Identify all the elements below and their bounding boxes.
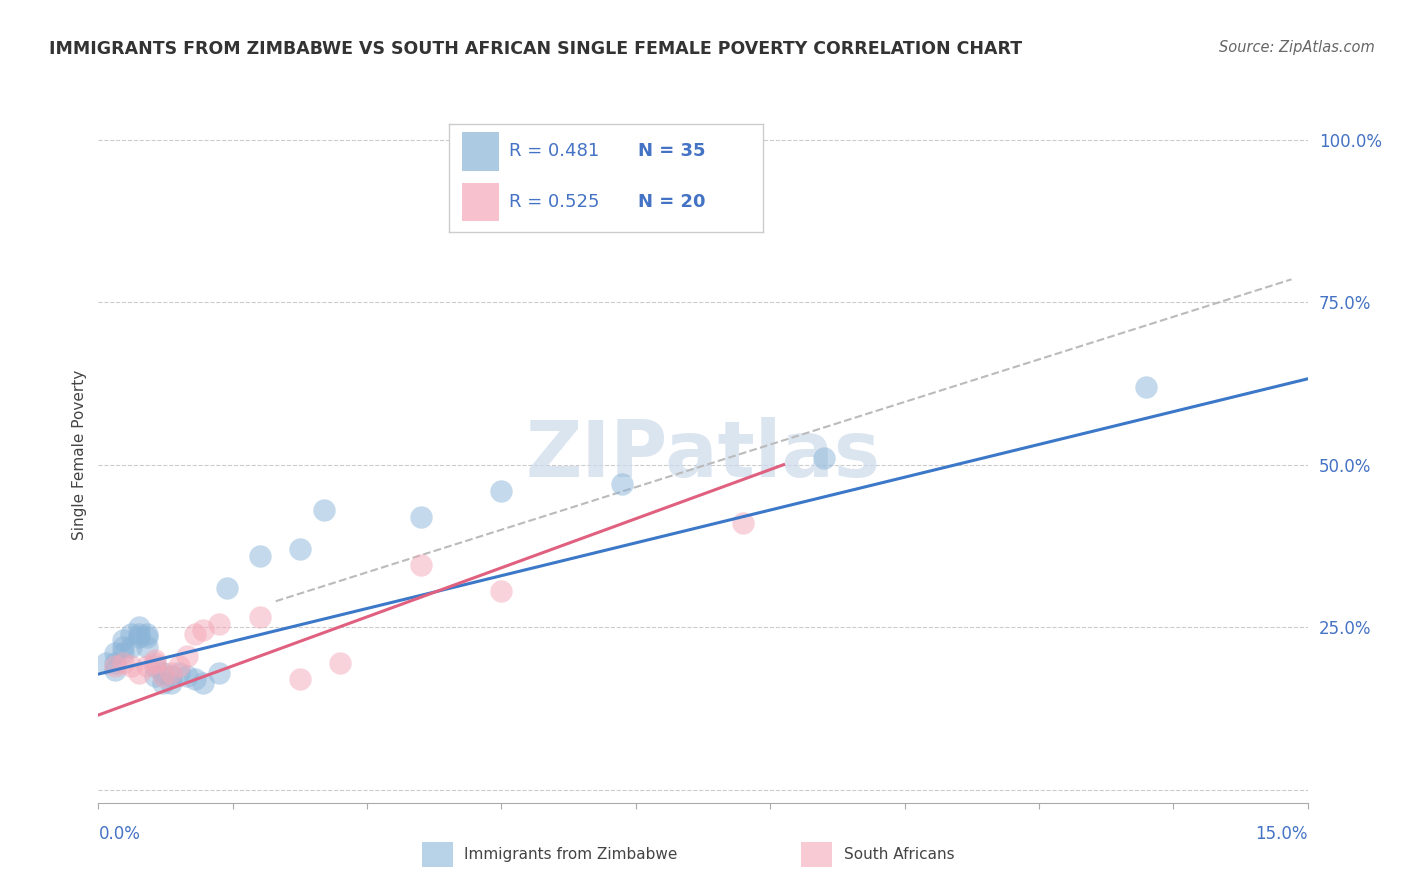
Point (152, 669, 174, 683)
Point (160, 665, 183, 680)
Point (249, 549, 271, 563)
Text: 0.0%: 0.0% (98, 825, 141, 843)
Point (96, 656, 118, 670)
Text: Source: ZipAtlas.com: Source: ZipAtlas.com (1219, 40, 1375, 55)
Point (491, 483, 513, 498)
Point (128, 630, 150, 644)
Point (167, 659, 190, 673)
Point (193, 675, 215, 690)
Point (128, 620, 150, 634)
Point (152, 665, 174, 680)
Point (217, 581, 239, 595)
Text: IMMIGRANTS FROM ZIMBABWE VS SOUTH AFRICAN SINGLE FEMALE POVERTY CORRELATION CHAR: IMMIGRANTS FROM ZIMBABWE VS SOUTH AFRICA… (49, 40, 1022, 58)
FancyBboxPatch shape (461, 183, 499, 221)
Point (491, 584, 513, 599)
Point (184, 626, 207, 640)
Point (111, 656, 134, 670)
Point (160, 675, 183, 690)
Point (1135, 379, 1157, 393)
Point (143, 669, 166, 683)
Point (193, 624, 215, 638)
Point (128, 626, 150, 640)
Point (288, 542, 311, 557)
Text: N = 20: N = 20 (638, 193, 706, 211)
Point (176, 649, 198, 664)
Point (184, 672, 207, 686)
Point (128, 665, 150, 680)
Text: South Africans: South Africans (844, 847, 955, 862)
Point (120, 640, 142, 654)
Text: R = 0.481: R = 0.481 (509, 143, 599, 161)
Point (160, 669, 183, 683)
Text: 15.0%: 15.0% (1256, 825, 1308, 843)
Point (143, 656, 166, 670)
Point (111, 646, 134, 660)
Y-axis label: Single Female Poverty: Single Female Poverty (72, 370, 87, 540)
Point (143, 659, 166, 673)
Point (208, 617, 231, 632)
Point (152, 675, 174, 690)
Point (288, 672, 311, 686)
Point (135, 626, 157, 640)
Point (103, 656, 125, 670)
Text: N = 35: N = 35 (638, 143, 706, 161)
Point (314, 503, 336, 517)
Point (135, 640, 157, 654)
Point (249, 610, 271, 624)
Point (813, 451, 835, 466)
Point (612, 477, 634, 491)
Point (103, 646, 125, 660)
Point (167, 665, 190, 680)
Point (120, 626, 142, 640)
Text: ZIPatlas: ZIPatlas (526, 417, 880, 493)
Point (733, 516, 755, 531)
Text: Immigrants from Zimbabwe: Immigrants from Zimbabwe (464, 847, 678, 862)
Point (176, 669, 198, 683)
Point (329, 656, 352, 670)
Point (409, 509, 432, 524)
FancyBboxPatch shape (461, 132, 499, 170)
Text: R = 0.525: R = 0.525 (509, 193, 599, 211)
Point (120, 659, 142, 673)
Point (103, 663, 125, 677)
Point (135, 630, 157, 644)
Point (208, 665, 231, 680)
Point (135, 659, 157, 673)
Point (111, 640, 134, 654)
Point (143, 653, 166, 667)
Point (103, 659, 125, 673)
Point (409, 558, 432, 573)
Point (111, 633, 134, 648)
